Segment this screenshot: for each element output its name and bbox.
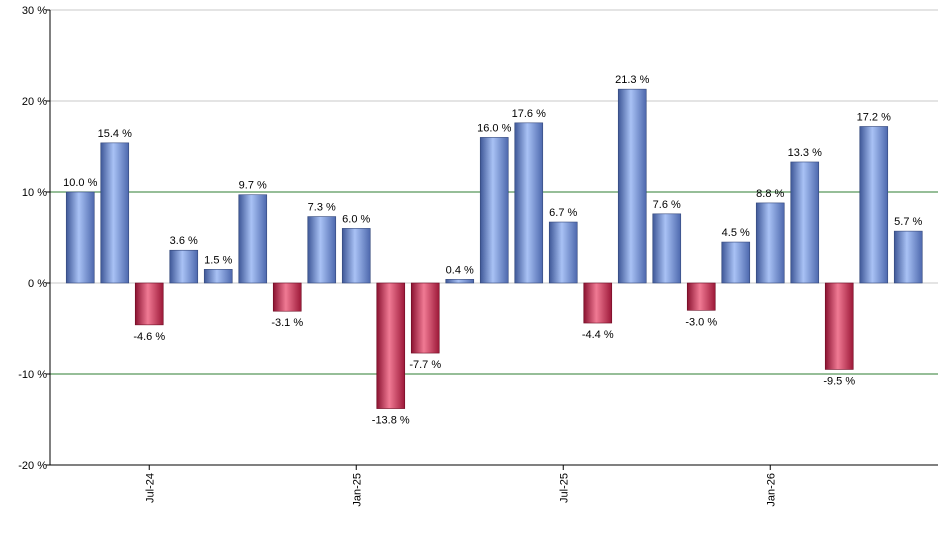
data-label: 5.7 % [894,216,922,228]
axes: -20 % -10 % 0 % 10 % 20 % 30 % Jul-24 Jan-25 Jul… [18,5,938,507]
bar [721,241,751,284]
bar [100,142,130,284]
bars [65,88,923,409]
x-tick-label: Jul-25 [558,473,570,503]
data-label: 9.7 % [239,180,267,192]
y-tick-label: -20 % [18,460,47,472]
bar [893,230,923,284]
y-tick-label: -10 % [18,369,47,381]
bar [445,279,475,284]
bar [203,269,233,284]
bar [169,249,199,284]
bar [376,282,406,409]
data-label: 0.4 % [446,264,474,276]
data-label: -4.4 % [582,329,614,341]
data-label: -3.1 % [271,317,303,329]
data-label: 15.4 % [98,128,132,140]
bar [479,137,509,284]
data-label: 4.5 % [722,227,750,239]
x-tick-label: Jan-25 [351,473,363,507]
bar [755,202,785,284]
data-label: 13.3 % [788,147,822,159]
data-label: -7.7 % [409,359,441,371]
data-label: 17.2 % [857,111,891,123]
bar [514,122,544,284]
data-label: 1.5 % [204,254,232,266]
bar [583,282,613,324]
data-label: 3.6 % [170,235,198,247]
data-label: 7.3 % [308,202,336,214]
data-label: -4.6 % [133,331,165,343]
data-label: 8.8 % [756,188,784,200]
data-label: 17.6 % [512,108,546,120]
data-labels: 10.0 % 15.4 % -4.6 % 3.6 % 1.5 % 9.7 % -3.1 % 7… [63,74,922,426]
data-label: -13.8 % [372,415,410,427]
bar [65,191,95,284]
bar [824,282,854,370]
bar [548,221,578,284]
bar [617,88,647,284]
bar [272,282,302,312]
y-tick-label: 30 % [22,5,47,17]
y-tick-label: 0 % [28,278,47,290]
data-label: 6.0 % [342,213,370,225]
bar [134,282,164,326]
bar [652,213,682,284]
x-tick-label: Jan-26 [765,473,777,507]
data-label: -9.5 % [823,375,855,387]
y-tick-label: 20 % [22,96,47,108]
data-label: -3.0 % [685,316,717,328]
bar [341,228,371,284]
data-label: 6.7 % [549,207,577,219]
bar [859,126,889,284]
data-label: 16.0 % [477,122,511,134]
bar [790,161,820,284]
bar [686,282,716,311]
bar [238,194,268,284]
y-tick-label: 10 % [22,187,47,199]
bar [410,282,440,354]
data-label: 7.6 % [653,199,681,211]
x-tick-label: Jul-24 [144,473,156,503]
data-label: 10.0 % [63,177,97,189]
data-label: 21.3 % [615,74,649,86]
bar [307,216,337,284]
